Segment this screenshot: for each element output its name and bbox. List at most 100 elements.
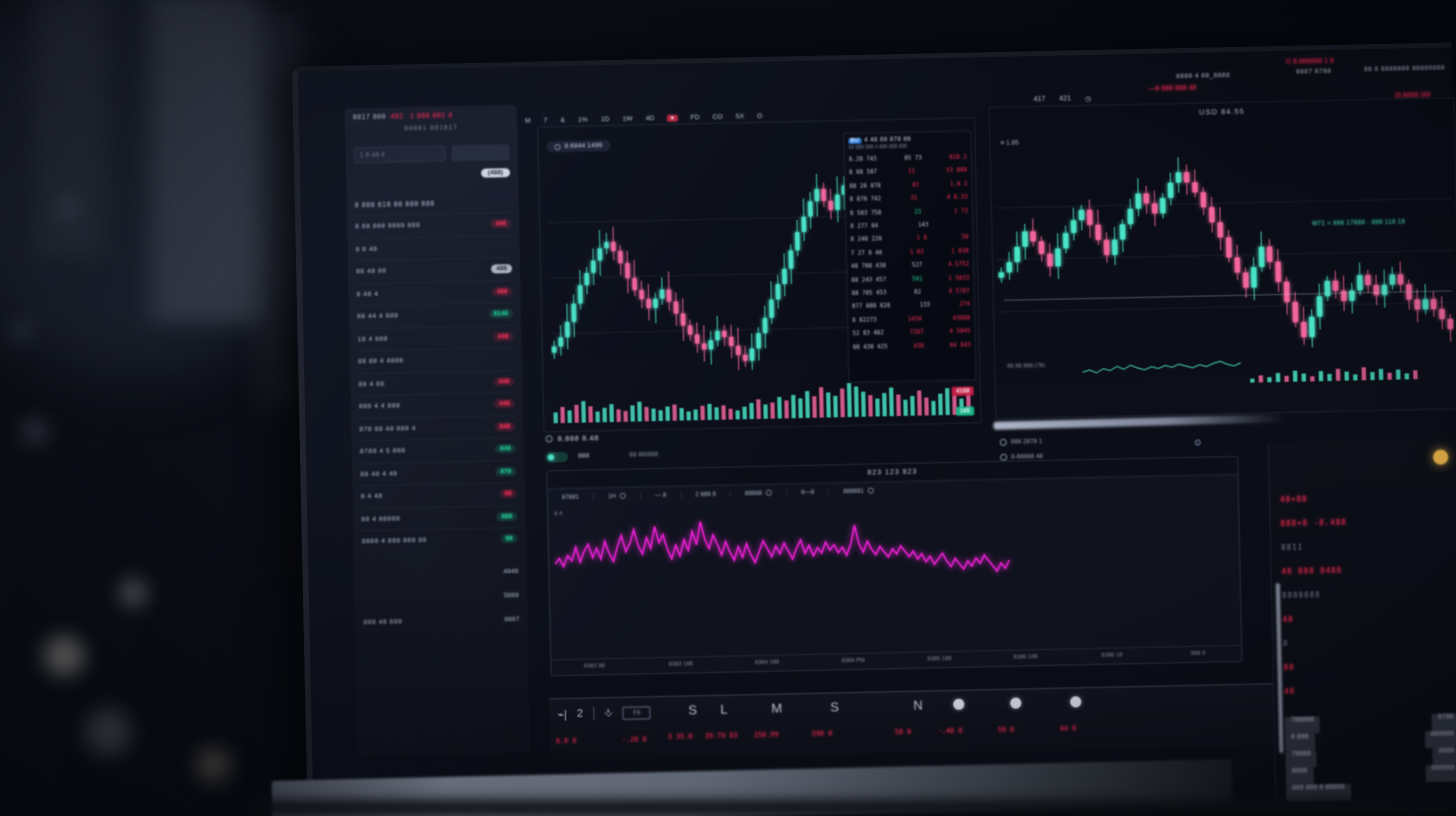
price-cell: 8 583 758 <box>849 209 882 217</box>
stat-letter[interactable]: S <box>830 699 841 715</box>
stat-letter[interactable]: L <box>720 701 729 717</box>
toolbar-segment[interactable]: 87881 <box>547 492 595 501</box>
cursor-icon[interactable]: ⎀ <box>603 706 613 719</box>
watchlist-row[interactable]: 8788 4 5 888 848 <box>359 437 517 463</box>
change-badge: 88 <box>500 534 518 544</box>
menu-item[interactable]: 8887 8788 <box>1296 67 1332 76</box>
candlestick-chart[interactable] <box>995 146 1455 364</box>
watchlist-row[interactable]: 8888 4 888 888 88 88 <box>361 527 518 553</box>
watchlist-row[interactable]: 878 88 48 888 4 848 <box>359 414 516 441</box>
pen-icon[interactable]: 2 <box>576 707 584 720</box>
stat-indicator-icon[interactable] <box>1010 697 1022 709</box>
watchlist-row[interactable]: 8 4 48 88 <box>360 482 517 508</box>
ticker-label: 8 8 48 <box>355 245 378 254</box>
volume-bars <box>553 382 971 424</box>
toolbar-right-item[interactable]: 417 <box>1033 95 1046 104</box>
menu-item[interactable]: 8888 4 88_8888 <box>1176 71 1231 81</box>
oscillator-chart-area[interactable]: 8.4 <box>548 491 1241 633</box>
timeframe-button[interactable]: FD <box>690 113 700 121</box>
notification-dot[interactable] <box>1433 449 1449 465</box>
toolbar-segment[interactable]: 88888 <box>730 488 788 498</box>
toolbar-segment[interactable]: 888881 <box>829 487 888 495</box>
alert-row[interactable]: 48 <box>1283 686 1296 696</box>
stat-indicator-icon[interactable] <box>953 698 965 710</box>
watchlist-row[interactable]: 88 48 88 488 <box>355 257 513 283</box>
footer-row: 5888 <box>363 584 519 611</box>
alert-rows: 48+88 888+8 -8.488 8811 48 888 8488 8888… <box>1280 491 1456 711</box>
watchlist-row[interactable]: 8 88 888 8888 888 448 <box>354 212 512 238</box>
alert-row[interactable]: 48 <box>1282 614 1294 625</box>
indicator-toggle[interactable] <box>545 451 569 462</box>
timeframe-button[interactable]: 4D <box>645 114 655 122</box>
qty-cell: 23 <box>914 209 922 216</box>
qty-cell: 581 <box>912 276 923 283</box>
stat-letter[interactable]: M <box>771 700 784 716</box>
order-book-row[interactable]: 88 438 425 438 84 843 <box>853 339 971 355</box>
qty-cell: 85 73 <box>904 155 922 162</box>
timeframe-button[interactable]: & <box>560 116 566 124</box>
watchlist-row[interactable]: 888 4 4 888 448 <box>358 392 516 418</box>
symbol-chip[interactable]: 8.6844 1499 <box>546 139 611 153</box>
order-book-row[interactable]: 88 785 453 82 4 5787 <box>852 286 970 302</box>
stat-letter[interactable]: N <box>913 697 924 713</box>
timeframe-button[interactable]: 1W <box>622 115 633 123</box>
toolbar-right-item[interactable]: 421 <box>1059 95 1072 103</box>
stat-value: 58 8 <box>894 727 912 737</box>
timeframe-button[interactable]: CO <box>712 113 723 121</box>
watchlist-row[interactable]: 88 44 4 888 8148 <box>356 302 514 328</box>
alert-row[interactable]: 8 <box>1282 638 1289 649</box>
toolbar-segment[interactable]: 2 888 8 <box>681 490 732 499</box>
summary-value: 888888 <box>1424 730 1456 749</box>
search-input[interactable]: 1 8 48 4 <box>353 145 446 164</box>
buy-badge[interactable]: BU <box>848 137 862 144</box>
trading-app-window: 8817 888 481 1 888 881 4 88881 881817 1 … <box>298 47 1456 816</box>
alert-row[interactable]: 888+8 -8.488 <box>1280 517 1347 529</box>
timeframe-button[interactable]: O <box>756 112 763 120</box>
watchlist-row[interactable]: 88 48 4 48 878 <box>360 459 517 486</box>
alert-row[interactable]: 8888888 <box>1281 590 1321 601</box>
footer-value: 4848 <box>503 568 519 576</box>
watchlist-row[interactable]: 88 4 88888 888 <box>361 504 518 531</box>
summary-value: 8788 <box>1431 713 1456 731</box>
watchlist-row[interactable]: 88 88 4 4888 <box>357 347 515 373</box>
stat-indicator-icon[interactable] <box>1070 696 1082 708</box>
candlestick-chart[interactable] <box>547 161 852 389</box>
bottom-bar-tools: ⌁| 2 ⎀ F8 <box>557 705 651 721</box>
filter-dropdown[interactable] <box>451 144 510 162</box>
toolbar-segment[interactable]: 1H <box>593 491 642 500</box>
stat-letter[interactable]: S <box>688 702 699 718</box>
stat-value: 44 8 <box>1059 724 1077 733</box>
waveform-icon[interactable]: ⌁| <box>557 708 568 721</box>
watchlist-row[interactable]: 8 8 48 <box>355 234 512 261</box>
summary-value: 8888 <box>1432 747 1456 765</box>
mode-box[interactable]: F8 <box>622 705 651 720</box>
toolbar-segment[interactable]: — 8 <box>640 491 682 499</box>
alert-row[interactable]: 48 888 8488 <box>1281 565 1343 577</box>
timeframe-button[interactable]: ● <box>667 114 678 122</box>
alerts-side-panel: 48+88 888+8 -8.488 8811 48 888 8488 8888… <box>1267 439 1456 812</box>
menu-item[interactable]: 88 8 8888888 88888888 <box>1363 64 1446 74</box>
secondary-chart-panel: USD 84.55 ≡ 1.85 M71 = 888 17888 · 888 1… <box>988 97 1456 419</box>
alert-row[interactable]: 88 <box>1283 662 1295 673</box>
toolbar-right-item[interactable]: ◷ <box>1084 95 1092 104</box>
change-badge: 848 <box>494 421 516 432</box>
timeframe-button[interactable]: 1D <box>600 115 610 123</box>
watchlist-row[interactable]: 8 48 4 488 <box>356 279 513 306</box>
alert-row[interactable]: 8811 <box>1280 542 1304 553</box>
timeframe-button[interactable]: 7 <box>543 116 548 124</box>
watchlist-row[interactable]: 18 4 888 448 <box>357 324 514 351</box>
timeframe-button[interactable]: M <box>524 117 531 125</box>
order-book-row[interactable]: 8 878 742 31 4 8.33 <box>850 192 968 208</box>
change-badge: 488 <box>491 264 513 274</box>
price-cell: 48 788 438 <box>851 263 887 271</box>
alert-row[interactable]: 48+88 <box>1279 494 1308 505</box>
watchlist-row[interactable]: 88 4 88 448 <box>358 369 515 396</box>
timeframe-button[interactable]: 1% <box>577 115 588 124</box>
timeframe-button[interactable]: 5X <box>735 112 745 120</box>
gear-icon[interactable]: ⚙ <box>1193 437 1202 448</box>
change-badge: 878 <box>495 466 517 477</box>
x-axis-tick: 8384 PM <box>841 657 865 665</box>
segment-icon <box>867 487 874 494</box>
qty-cell: 21 <box>908 169 916 176</box>
toolbar-segment[interactable]: 8—8 <box>787 487 830 496</box>
